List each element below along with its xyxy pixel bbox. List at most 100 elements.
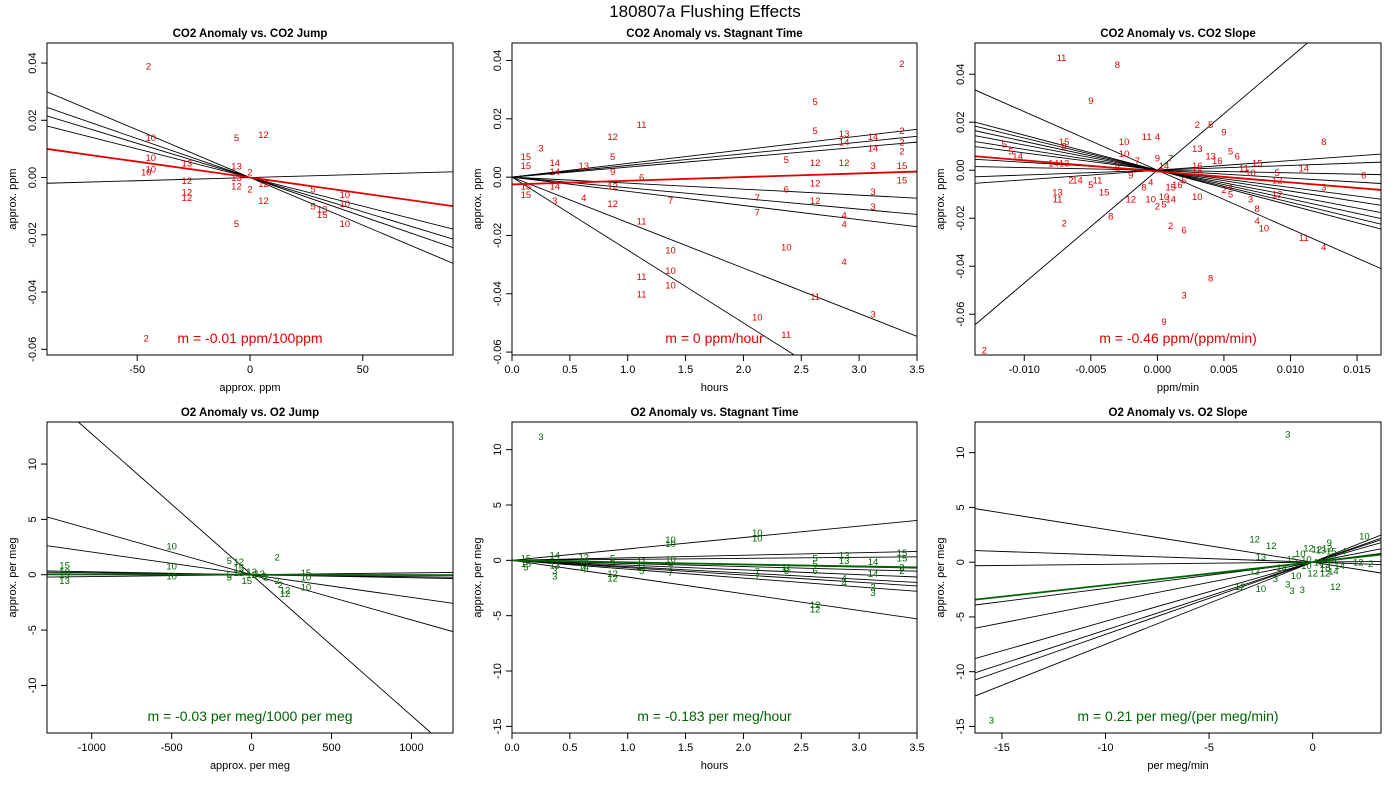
data-point-label: 12 <box>1330 582 1341 593</box>
data-point-label: 11 <box>1299 233 1309 244</box>
x-tick-label: 3.0 <box>851 364 866 376</box>
data-point-label: 3 <box>870 202 875 213</box>
data-point-label: 16 <box>1192 161 1203 172</box>
data-point-label: 6 <box>639 173 644 184</box>
data-point-label: 3 <box>538 432 543 443</box>
data-point-label: 5 <box>639 566 644 577</box>
data-point-label: 15 <box>317 210 328 221</box>
data-point-label: 13 <box>1320 560 1331 571</box>
data-point-label: 2 <box>278 580 283 591</box>
data-point-label: 12 <box>810 605 821 616</box>
data-point-label: 15 <box>521 559 532 570</box>
data-point-label: 3 <box>870 187 875 198</box>
data-point-label: 5 <box>813 554 818 565</box>
x-axis-label: ppm/min <box>1157 382 1199 394</box>
slope-annotation: m = -0.46 ppm/(ppm/min) <box>1099 330 1257 346</box>
data-point-label: 8 <box>1321 137 1326 148</box>
y-axis-label: approx. per meg <box>935 537 947 617</box>
data-point-label: 9 <box>1327 538 1332 549</box>
data-point-label: 14 <box>1334 561 1345 572</box>
data-point-label: 5 <box>1088 180 1093 191</box>
y-tick-label: -0.04 <box>27 279 39 304</box>
data-point-label: 12 <box>182 193 193 204</box>
data-point-label: 4 <box>1155 132 1160 143</box>
slope-annotation: m = 0.21 per meg/(per meg/min) <box>1077 708 1278 724</box>
data-point-label: 3 <box>1181 291 1186 302</box>
data-point-label: 6 <box>784 566 789 577</box>
data-point-label: 11 <box>781 330 791 341</box>
x-tick-label: -0.005 <box>1075 364 1106 376</box>
data-point-label: 12 <box>1322 543 1333 554</box>
x-axis-label: approx. per meg <box>210 760 290 772</box>
data-point-label: 8 <box>1115 163 1120 174</box>
data-point-label: 15 <box>897 548 908 559</box>
data-point-label: 8 <box>1208 274 1213 285</box>
data-point-label: 15 <box>1165 183 1176 194</box>
regression-line <box>975 130 1381 220</box>
data-point-label: 15 <box>301 568 312 579</box>
y-tick-label: -0.02 <box>492 223 504 248</box>
panel-title: O2 Anomaly vs. Stagnant Time <box>630 407 798 419</box>
data-point-label: 6 <box>1361 171 1366 182</box>
data-point-label: 3 <box>1289 586 1294 597</box>
data-point-label: 3 <box>1300 585 1305 596</box>
data-point-label: 8 <box>1062 142 1067 153</box>
regression-line <box>975 161 1381 178</box>
data-point-label: 9 <box>1128 171 1133 182</box>
data-point-label: 12 <box>280 589 291 600</box>
panel-1: CO2 Anomaly vs. CO2 Jump2210101010131212… <box>7 28 454 394</box>
data-point-label: 10 <box>752 313 763 324</box>
data-point-label: 15 <box>1059 137 1070 148</box>
y-tick-label: 0 <box>27 572 39 578</box>
y-tick-label: -15 <box>955 718 967 734</box>
data-point-label: 14 <box>1159 161 1170 172</box>
data-point-label: 5 <box>311 202 316 213</box>
y-tick-label: 0.02 <box>27 110 39 131</box>
panel-title: CO2 Anomaly vs. CO2 Jump <box>173 28 328 40</box>
data-point-label: 5 <box>311 184 316 195</box>
data-point-label: 12 <box>810 196 821 207</box>
data-point-label: 15 <box>521 554 532 565</box>
regression-line <box>975 89 1381 269</box>
data-point-label: 10 <box>59 567 70 578</box>
data-point-label: 12 <box>1249 566 1260 577</box>
data-point-label: 12 <box>258 196 269 207</box>
data-point-label: 4 <box>841 211 846 222</box>
data-point-label: 7 <box>1168 154 1173 165</box>
data-point-label: 12 <box>1320 569 1331 580</box>
data-point-label: 2 <box>275 553 280 564</box>
data-point-label: 7 <box>668 568 673 579</box>
data-point-label: 15 <box>521 181 532 192</box>
data-point-label: 5 <box>234 133 239 144</box>
data-point-label: 2 <box>146 61 151 72</box>
slope-annotation: m = -0.01 ppm/100ppm <box>177 330 322 346</box>
x-tick-label: 2.0 <box>736 364 751 376</box>
y-tick-label: -0.06 <box>492 340 504 365</box>
data-point-label: 16 <box>1172 180 1183 191</box>
y-tick-label: -0.04 <box>955 254 967 279</box>
x-tick-label: 0.000 <box>1144 364 1172 376</box>
data-point-label: 11 <box>1239 163 1249 174</box>
data-point-label: 9 <box>1221 127 1226 138</box>
plot-frame <box>974 421 1382 734</box>
data-point-label: 11 <box>637 272 647 283</box>
x-tick-label: 3.5 <box>909 742 924 754</box>
y-tick-label: 0.02 <box>492 108 504 129</box>
regression-line <box>975 43 1308 326</box>
data-point-label: 4 <box>841 219 846 230</box>
data-point-label: 18 <box>1192 168 1203 179</box>
plot-frame <box>46 42 454 356</box>
y-tick-label: -10 <box>492 663 504 679</box>
mean-fit-line <box>512 559 917 569</box>
x-tick-label: 3.5 <box>909 364 924 376</box>
data-point-label: 2 <box>1155 202 1160 213</box>
data-point-label: 9 <box>1088 96 1093 107</box>
plot-area: 3151515151414143134125912121161111111010… <box>512 59 917 355</box>
regression-line <box>512 176 917 199</box>
data-point-label: 3 <box>870 310 875 321</box>
data-point-label: 12 <box>1272 190 1283 201</box>
data-point-label: 12 <box>810 158 821 169</box>
data-point-label: 15 <box>521 190 532 201</box>
data-point-label: 7 <box>755 208 760 219</box>
